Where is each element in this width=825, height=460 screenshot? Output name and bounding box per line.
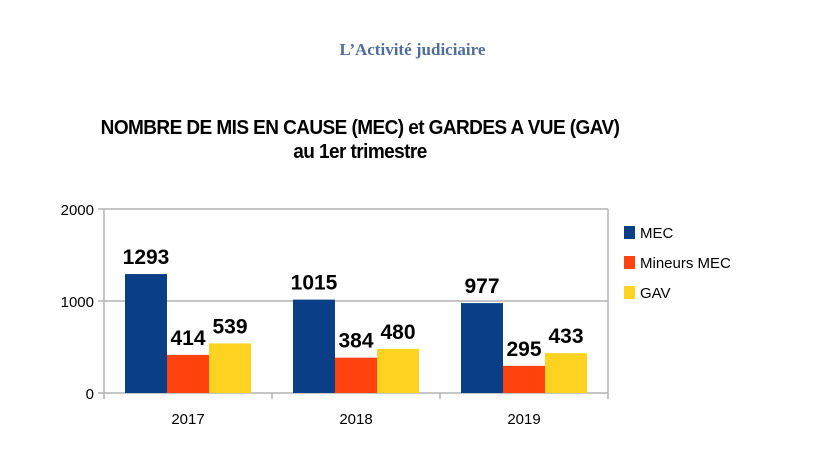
data-label: 539 bbox=[212, 315, 247, 338]
x-tick-label: 2017 bbox=[171, 411, 204, 428]
bar-gav-2019 bbox=[545, 353, 587, 393]
x-tick-label: 2019 bbox=[507, 411, 540, 428]
data-label: 433 bbox=[548, 325, 583, 348]
bar-mineurs-mec-2019 bbox=[503, 365, 545, 393]
y-tick-label: 1000 bbox=[61, 294, 94, 311]
y-tick-label: 2000 bbox=[61, 202, 94, 219]
legend-swatch-mineurs-mec bbox=[624, 256, 635, 269]
bar-mec-2019 bbox=[461, 303, 503, 393]
legend-swatch-gav bbox=[624, 286, 635, 299]
legend-label: GAV bbox=[640, 285, 671, 302]
legend-label: Mineurs MEC bbox=[640, 255, 731, 272]
data-label: 480 bbox=[380, 321, 415, 344]
bar-gav-2017 bbox=[209, 343, 251, 393]
data-label: 384 bbox=[338, 330, 373, 353]
bar-mineurs-mec-2018 bbox=[335, 357, 377, 393]
y-tick-label: 0 bbox=[86, 386, 94, 403]
data-label: 1015 bbox=[291, 272, 338, 295]
chart-subtitle: au 1er trimestre bbox=[293, 141, 427, 163]
chart-title: NOMBRE DE MIS EN CAUSE (MEC) et GARDES A… bbox=[100, 117, 620, 139]
data-label: 414 bbox=[170, 327, 205, 350]
data-label: 295 bbox=[506, 338, 541, 361]
bar-mec-2017 bbox=[125, 274, 167, 393]
data-label: 977 bbox=[464, 275, 499, 298]
page-heading: L’Activité judiciaire bbox=[339, 40, 486, 59]
bar-mec-2018 bbox=[293, 299, 335, 393]
x-tick-label: 2018 bbox=[339, 411, 372, 428]
bar-mineurs-mec-2017 bbox=[167, 354, 209, 393]
data-label: 1293 bbox=[123, 246, 170, 269]
legend-swatch-mec bbox=[624, 226, 635, 239]
bar-gav-2018 bbox=[377, 348, 419, 393]
legend-label: MEC bbox=[640, 225, 674, 242]
chart-title-block: NOMBRE DE MIS EN CAUSE (MEC) et GARDES A… bbox=[56, 116, 664, 164]
